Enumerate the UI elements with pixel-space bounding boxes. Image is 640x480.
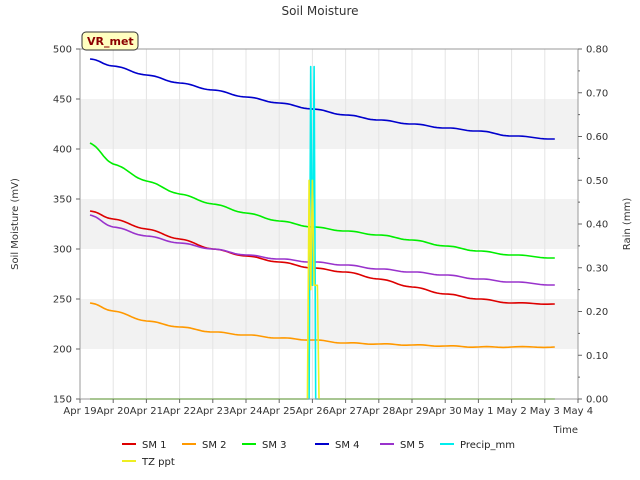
y-tick-label-right: 0.20 bbox=[586, 307, 608, 318]
y-tick-label-left: 150 bbox=[53, 395, 72, 406]
legend: SM 1 SM 2 SM 3 SM 4 SM 5 Precip_mm TZ ppt bbox=[122, 440, 515, 468]
series-line-tz bbox=[90, 179, 555, 400]
x-tick-label: May 1 bbox=[463, 406, 493, 417]
grid-bands bbox=[79, 49, 579, 399]
grid-band bbox=[80, 199, 578, 249]
y-tick-label-left: 250 bbox=[53, 295, 72, 306]
grid-band bbox=[80, 99, 578, 149]
x-tick-label: Apr 22 bbox=[163, 406, 196, 417]
station-badge-background bbox=[81, 31, 139, 51]
y-tick-label-left: 400 bbox=[53, 145, 72, 156]
axes: 150 200 250 300 350 400 450 500 0.00 0.10 0.20 0.30… bbox=[53, 45, 608, 418]
legend-label-sm3: SM 3 bbox=[262, 440, 287, 451]
x-tick-label: Apr 28 bbox=[362, 406, 395, 417]
y-tick-label-left: 500 bbox=[53, 45, 72, 56]
x-tick-label: May 4 bbox=[563, 406, 593, 417]
y-tick-label-left: 350 bbox=[53, 195, 72, 206]
y-tick-label-left: 200 bbox=[53, 345, 72, 356]
series-line-sm4 bbox=[89, 58, 555, 140]
chart-title: Soil Moisture bbox=[281, 4, 358, 18]
y-tick-label-left: 300 bbox=[53, 245, 72, 256]
legend-label-sm5: SM 5 bbox=[400, 440, 425, 451]
y-tick-label-right: 0.70 bbox=[586, 88, 608, 99]
y-tick-label-right: 0.40 bbox=[586, 220, 608, 231]
y-tick-label-right: 0.80 bbox=[586, 45, 608, 56]
station-badge: VR_met bbox=[81, 31, 139, 51]
y-axis-label-left: Soil Moisture (mV) bbox=[10, 178, 21, 270]
y-tick-label-left: 450 bbox=[53, 95, 72, 106]
x-tick-label: Apr 30 bbox=[429, 406, 462, 417]
legend-label-precip: Precip_mm bbox=[460, 440, 515, 451]
x-tick-label: Apr 23 bbox=[196, 406, 229, 417]
legend-label-sm4: SM 4 bbox=[335, 440, 360, 451]
x-tick-label: Apr 25 bbox=[263, 406, 296, 417]
y-tick-label-right: 0.00 bbox=[586, 395, 608, 406]
legend-label-sm2: SM 2 bbox=[202, 440, 227, 451]
y-tick-label-right: 0.50 bbox=[586, 176, 608, 187]
series-line-sm2 bbox=[89, 302, 555, 349]
x-tick-label: May 2 bbox=[496, 406, 526, 417]
legend-label-tz: TZ ppt bbox=[141, 457, 175, 468]
y-tick-label-right: 0.10 bbox=[586, 351, 608, 362]
x-tick-label: Apr 27 bbox=[329, 406, 362, 417]
x-tick-label: Apr 26 bbox=[296, 406, 329, 417]
x-tick-label: Apr 20 bbox=[97, 406, 130, 417]
y-tick-label-right: 0.30 bbox=[586, 263, 608, 274]
x-tick-label: May 3 bbox=[530, 406, 560, 417]
x-tick-label: Apr 21 bbox=[130, 406, 163, 417]
x-tick-label: Apr 19 bbox=[63, 406, 96, 417]
x-tick-label: Apr 24 bbox=[229, 406, 262, 417]
x-axis-label: Time bbox=[553, 425, 578, 436]
legend-label-sm1: SM 1 bbox=[142, 440, 167, 451]
station-badge-label: VR_met bbox=[87, 35, 134, 48]
y-axis-label-right: Rain (mm) bbox=[622, 198, 633, 251]
y-tick-label-right: 0.60 bbox=[586, 132, 608, 143]
x-tick-label: Apr 29 bbox=[395, 406, 428, 417]
